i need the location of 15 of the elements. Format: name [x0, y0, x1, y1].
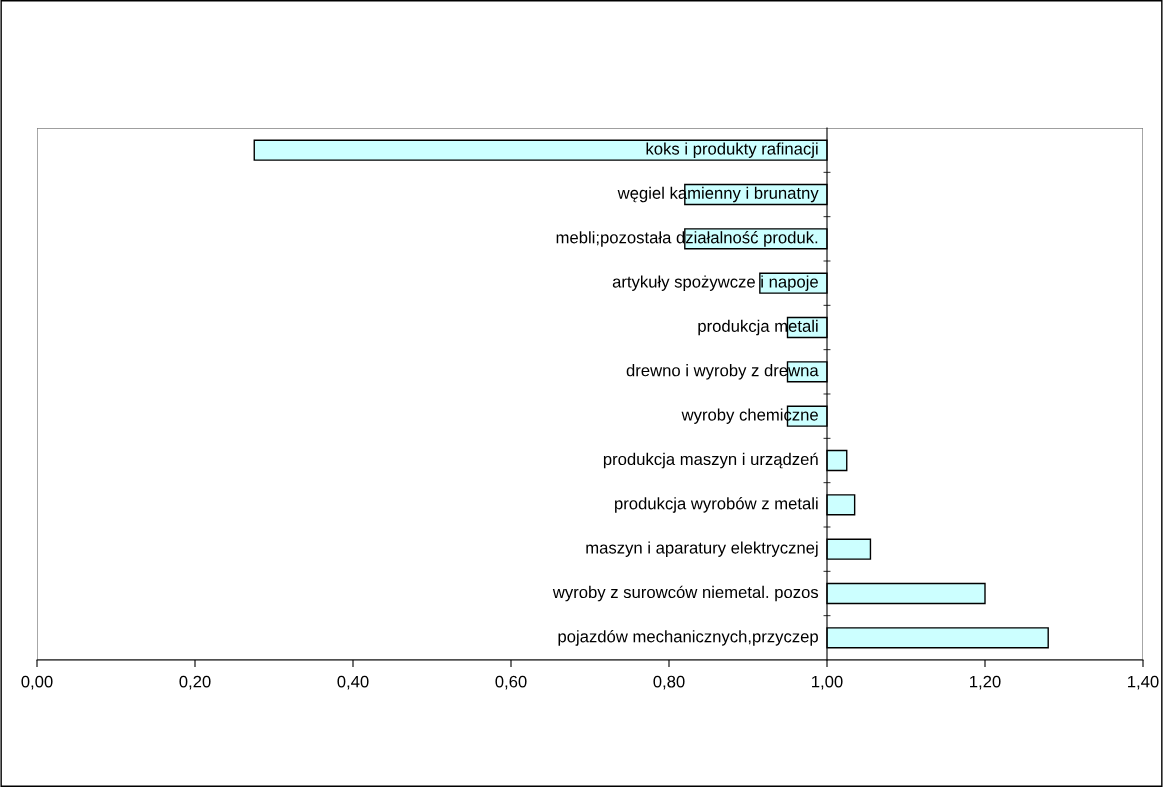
x-tick-label: 0,60	[495, 675, 527, 690]
y-tick-label: artykuły spożywcze i napoje	[612, 275, 818, 291]
x-tick-label: 1,00	[812, 675, 843, 690]
y-tick-label: produkcja maszyn i urządzeń	[603, 452, 818, 469]
x-tick-label: 1,20	[970, 675, 1001, 690]
y-tick-label: produkcja wyrobów z metali	[615, 496, 818, 513]
y-tick-label: pojazdów mechanicznych,przyczep	[558, 629, 818, 646]
x-tick-label: 0,80	[653, 675, 685, 690]
x-tick-label: 0,40	[337, 675, 369, 690]
x-tick-label: 0,00	[21, 675, 53, 690]
y-tick-label: koks i produkty rafinacji	[646, 142, 818, 158]
y-tick-label: wyroby z surowców niemetal. pozos	[552, 585, 819, 602]
x-tick-label: 0,20	[179, 675, 211, 690]
y-tick-label: maszyn i aparatury elektrycznej	[586, 541, 818, 557]
x-tick-label: 1,40	[1128, 675, 1159, 690]
